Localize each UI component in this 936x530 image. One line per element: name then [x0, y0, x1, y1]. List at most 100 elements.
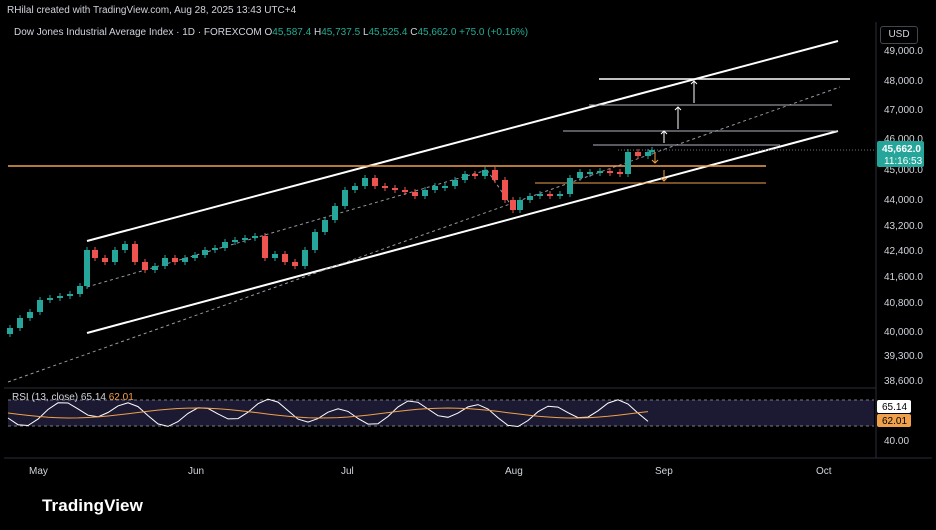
channel-lower-line[interactable]	[86, 130, 839, 334]
price-tick: 40,800.0	[884, 298, 923, 309]
candle	[557, 194, 563, 196]
time-axis[interactable]: May Jun Jul Aug Sep Oct	[29, 466, 832, 477]
candle	[432, 186, 438, 190]
candle	[172, 258, 178, 262]
candle	[392, 188, 398, 190]
brand-name: TradingView	[42, 496, 143, 515]
rsi-legend[interactable]: RSI (13, close) 65.14 62.01	[12, 392, 134, 403]
rsi-ma-line[interactable]	[7, 407, 649, 419]
candle	[577, 172, 583, 178]
rsi-value-badge	[877, 400, 911, 413]
target-arrows[interactable]	[660, 80, 698, 143]
pullback-dashed-line[interactable]	[486, 169, 514, 209]
candle	[547, 194, 553, 196]
channel-upper-line[interactable]	[86, 40, 839, 242]
symbol-legend[interactable]: Dow Jones Industrial Average Index · 1D …	[14, 27, 528, 38]
candle	[332, 206, 338, 220]
price-tick: 44,000.0	[884, 195, 923, 206]
candle	[272, 254, 278, 258]
candle	[57, 296, 63, 298]
price-tick: 42,400.0	[884, 246, 923, 257]
price-tick: 43,200.0	[884, 221, 923, 232]
rsi-value: 65.14	[882, 402, 907, 413]
price-axis[interactable]: 49,000.0 48,000.0 47,000.0 46,000.0 45,0…	[884, 46, 923, 387]
candle	[37, 300, 43, 312]
candle	[312, 232, 318, 250]
candle	[182, 258, 188, 262]
price-candles[interactable]	[7, 147, 655, 337]
low-label: L	[362, 27, 369, 38]
candle	[162, 258, 168, 266]
top-bar: RHilal created with TradingView.com, Aug…	[0, 0, 936, 22]
candle	[492, 170, 498, 180]
candle	[282, 254, 288, 262]
price-tick: 49,000.0	[884, 46, 923, 57]
candle	[597, 171, 603, 173]
candle	[302, 250, 308, 266]
candle	[649, 150, 655, 152]
rsi-line[interactable]	[7, 398, 649, 428]
time-tick: Oct	[816, 466, 832, 477]
candle	[442, 186, 448, 188]
candle	[527, 196, 533, 200]
candle	[67, 294, 73, 296]
candle	[132, 244, 138, 262]
price-tick: 38,600.0	[884, 376, 923, 387]
candle	[47, 298, 53, 300]
price-tick: 41,600.0	[884, 272, 923, 283]
rsi-label[interactable]: RSI (13, close)	[12, 392, 79, 403]
candle	[510, 200, 516, 210]
candle	[567, 178, 573, 194]
candle	[645, 152, 651, 156]
candle	[202, 250, 208, 255]
symbol-name[interactable]: Dow Jones Industrial Average Index · 1D …	[14, 27, 262, 38]
candle	[382, 186, 388, 188]
bar-countdown: 11:16:53	[884, 156, 923, 167]
candle	[27, 312, 33, 318]
rsi-ma-badge	[877, 414, 911, 427]
candle	[7, 328, 13, 334]
time-tick: Jun	[188, 466, 204, 477]
candle	[262, 236, 268, 258]
currency-button[interactable]: USD	[880, 26, 918, 44]
candle	[517, 200, 523, 210]
candle	[222, 242, 228, 248]
candle	[122, 244, 128, 250]
time-tick: Sep	[655, 466, 673, 477]
open-value: 45,587.4	[272, 27, 312, 38]
candle	[422, 190, 428, 196]
rsi-axis-tick: 40.00	[884, 436, 909, 447]
candle	[92, 250, 98, 258]
candle	[587, 172, 593, 174]
rsi-legend-ma-value: 62.01	[108, 392, 134, 403]
candle	[342, 190, 348, 206]
candle	[102, 258, 108, 262]
candle	[472, 174, 478, 176]
candle	[625, 152, 631, 174]
price-tick: 40,000.0	[884, 327, 923, 338]
candle	[322, 220, 328, 232]
price-tick: 45,000.0	[884, 165, 923, 176]
candle	[502, 180, 508, 200]
candle	[77, 286, 83, 294]
candle	[372, 178, 378, 186]
low-value: 45,525.4	[368, 27, 408, 38]
candle	[292, 262, 298, 266]
downside-arrows[interactable]	[651, 152, 668, 182]
candle	[462, 174, 468, 180]
candle	[412, 192, 418, 196]
candle	[252, 236, 258, 238]
time-tick: Aug	[505, 466, 523, 477]
candle	[17, 318, 23, 328]
close-label: C	[410, 27, 418, 38]
candle	[212, 248, 218, 250]
open-label: O	[264, 27, 273, 38]
time-tick: May	[29, 466, 48, 477]
time-tick: Jul	[341, 466, 354, 477]
rsi-ma-value: 62.01	[882, 416, 907, 427]
candle	[402, 190, 408, 192]
close-value: 45,662.0	[417, 27, 457, 38]
rsi-legend-value: 65.14	[80, 392, 106, 403]
candle	[635, 152, 641, 156]
